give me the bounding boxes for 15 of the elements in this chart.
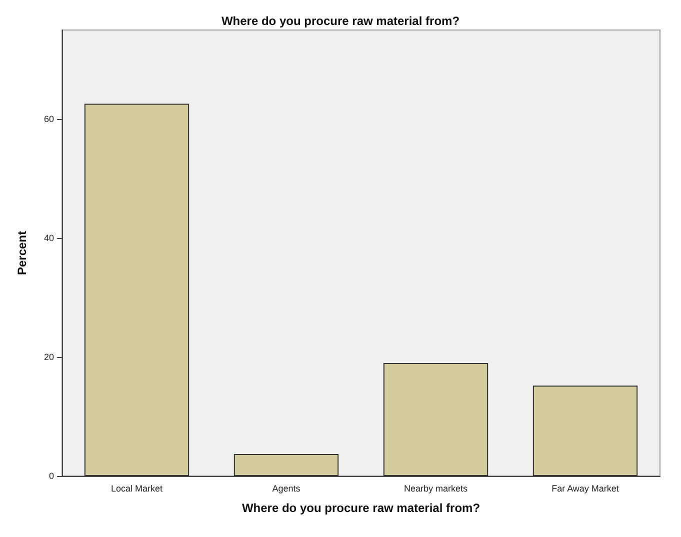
y-tick-label: 60 xyxy=(44,114,54,124)
bar xyxy=(234,454,339,476)
y-tick-label: 0 xyxy=(48,471,54,481)
x-tick-label: Local Market xyxy=(110,484,164,494)
chart-title: Where do you procure raw material from? xyxy=(221,14,460,28)
y-tick-label: 20 xyxy=(44,352,54,362)
bar xyxy=(383,363,488,476)
x-tick-label: Nearby markets xyxy=(404,484,468,494)
bar xyxy=(84,104,190,476)
bar xyxy=(532,386,638,476)
y-tick-label: 40 xyxy=(44,233,54,244)
y-axis-title: Percent xyxy=(15,230,29,276)
x-axis-title: Where do you procure raw material from? xyxy=(242,501,480,515)
x-tick-label: Far Away Market xyxy=(552,484,620,494)
x-tick-label: Agents xyxy=(272,484,301,494)
